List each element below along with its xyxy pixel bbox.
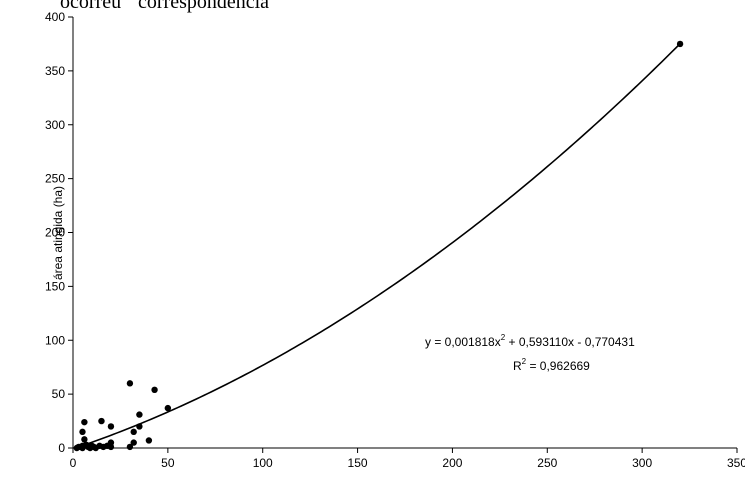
data-point xyxy=(130,439,137,446)
x-tick-label: 250 xyxy=(537,456,557,470)
data-point xyxy=(136,423,143,430)
y-tick-label: 250 xyxy=(45,172,65,186)
x-tick-label: 100 xyxy=(253,456,273,470)
data-point xyxy=(81,418,88,426)
data-point xyxy=(98,417,105,425)
equation-exponent: 2 xyxy=(501,333,506,342)
trendline xyxy=(75,43,681,449)
r2-value: = 0,962669 xyxy=(526,359,590,373)
header-fragment-2: correspondência xyxy=(138,0,270,13)
x-tick-label: 200 xyxy=(442,456,462,470)
trend-equation: y = 0,001818x2 + 0,593110x - 0,770431 xyxy=(425,333,635,349)
data-point xyxy=(126,443,134,451)
equation-main: y = 0,001818x xyxy=(425,335,501,349)
data-point xyxy=(107,439,115,446)
data-point xyxy=(676,40,684,48)
x-tick-label: 50 xyxy=(161,456,175,470)
data-point xyxy=(130,428,137,436)
data-point xyxy=(145,437,153,444)
data-points xyxy=(73,40,684,452)
data-point xyxy=(136,411,143,418)
r-squared: R2 = 0,962669 xyxy=(513,357,590,373)
x-tick-label: 300 xyxy=(632,456,652,470)
y-tick-label: 200 xyxy=(45,226,65,240)
y-tick-label: 300 xyxy=(45,118,65,132)
equation-rest: + 0,593110x - 0,770431 xyxy=(505,335,635,349)
y-tick-label: 150 xyxy=(45,279,65,293)
x-tick-label: 0 xyxy=(70,456,77,470)
x-tick-label: 350 xyxy=(727,456,745,470)
header-fragment-1: ocorreu xyxy=(60,0,122,13)
data-point xyxy=(107,423,115,430)
data-point xyxy=(164,404,172,412)
x-tick-label: 150 xyxy=(348,456,368,470)
y-tick-label: 350 xyxy=(45,64,65,78)
y-tick-label: 100 xyxy=(45,333,65,347)
chart-axes xyxy=(72,17,737,449)
data-point xyxy=(151,386,158,394)
data-point xyxy=(81,436,88,443)
axis-ticks: 0 50 100 150 200 250 300 350 0 50 100 150 200 250 300 3… xyxy=(45,10,745,470)
y-tick-label: 400 xyxy=(45,10,65,24)
r2-exponent: 2 xyxy=(522,357,527,366)
r2-letter: R xyxy=(513,359,522,373)
y-tick-label: 50 xyxy=(52,387,66,401)
data-point xyxy=(79,428,86,436)
y-axis-title: área atingida (ha) xyxy=(51,186,65,280)
y-tick-label: 0 xyxy=(58,441,65,455)
data-point xyxy=(126,380,134,387)
